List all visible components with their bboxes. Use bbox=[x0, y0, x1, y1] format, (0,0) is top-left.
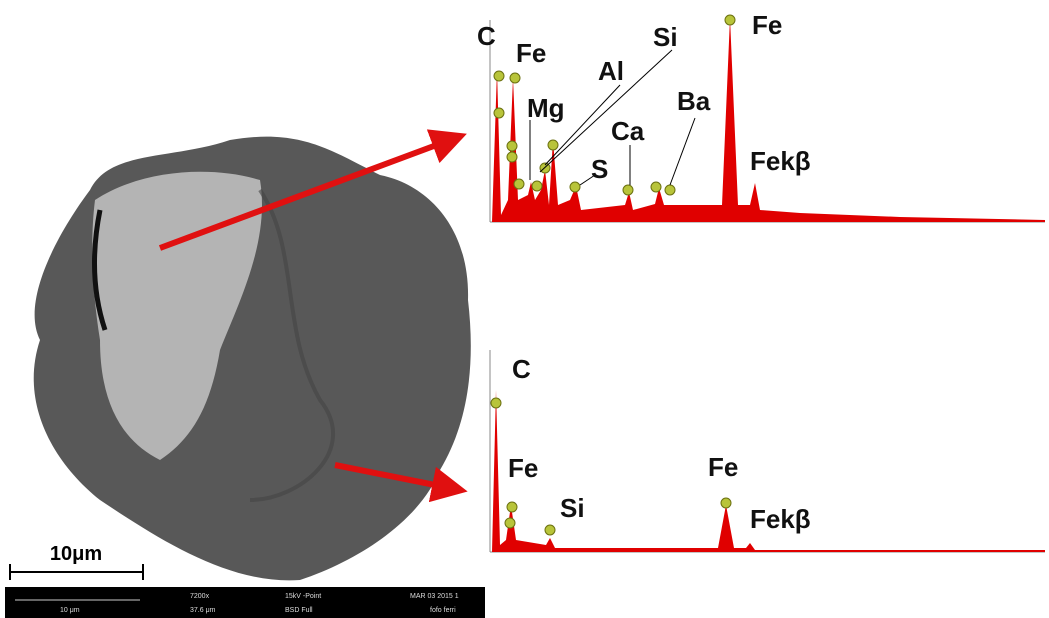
peak-label: Fekβ bbox=[750, 146, 811, 176]
info-magnification: 7200x bbox=[190, 593, 210, 600]
figure: 10μm 10 μm 7200x 37.6 μm 15kV -Point BSD… bbox=[0, 0, 1049, 618]
peak-label: Fe bbox=[516, 38, 546, 68]
peak-label: Si bbox=[653, 22, 678, 52]
info-field: 37.6 μm bbox=[190, 607, 216, 614]
sem-image bbox=[34, 137, 471, 581]
peak-label: Ba bbox=[677, 86, 711, 116]
info-sample: fofo ferri bbox=[430, 607, 456, 614]
info-detector: BSD Full bbox=[285, 607, 313, 614]
scale-label: 10μm bbox=[50, 543, 102, 565]
peak-label: Ca bbox=[611, 116, 645, 146]
info-voltage: 15kV -Point bbox=[285, 593, 321, 600]
peak-label: Fe bbox=[752, 10, 782, 40]
peak-label: S bbox=[591, 154, 608, 184]
peak-label: Al bbox=[598, 56, 624, 86]
peak-label: Si bbox=[560, 493, 585, 523]
info-date: MAR 03 2015 1 bbox=[410, 593, 459, 600]
peak-label: Fekβ bbox=[750, 504, 811, 534]
spectrum-top bbox=[490, 15, 1045, 222]
peak-label: Fe bbox=[708, 452, 738, 482]
peak-label: Mg bbox=[527, 93, 565, 123]
peak-label: C bbox=[477, 21, 496, 51]
peak-label: Fe bbox=[508, 453, 538, 483]
info-scale: 10 μm bbox=[60, 607, 80, 614]
peak-label: C bbox=[512, 354, 531, 384]
